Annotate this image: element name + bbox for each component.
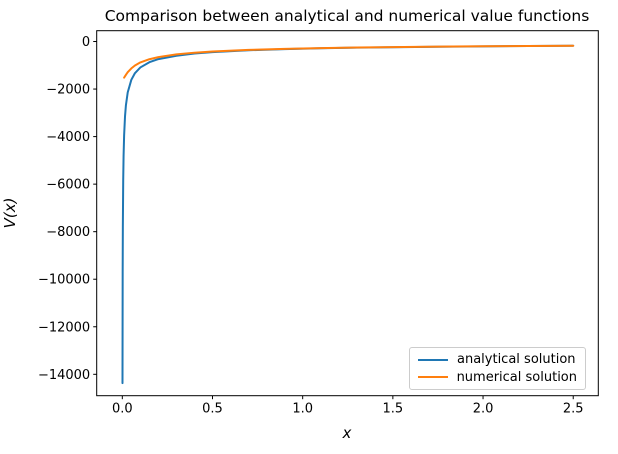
legend: analytical solution numerical solution	[409, 347, 586, 390]
x-tick-label: 2.0	[473, 402, 494, 417]
chart-title: Comparison between analytical and numeri…	[104, 7, 590, 25]
legend-entry-analytical: analytical solution	[418, 352, 577, 367]
y-tick-label: −12000	[38, 320, 90, 335]
numerical-line-sample	[418, 376, 448, 379]
numerical-line	[123, 44, 575, 79]
y-tick-label: −10000	[38, 273, 90, 288]
legend-entry-numerical: numerical solution	[418, 370, 577, 385]
y-tick-label: −4000	[46, 130, 90, 145]
y-tick-label: −8000	[46, 225, 90, 240]
plot-border	[96, 30, 599, 397]
x-tick-label: 0.0	[112, 402, 133, 417]
y-tick-label: −14000	[38, 368, 90, 383]
y-axis-label: V(x)	[1, 197, 19, 229]
y-tick-label: −6000	[46, 178, 90, 193]
y-axis-ticks: 0 −2000 −4000 −6000 −8000 −10000 −12000 −14000	[38, 35, 97, 383]
x-tick-label: 1.0	[292, 402, 313, 417]
x-axis-label: x	[342, 424, 352, 442]
analytical-line	[121, 44, 575, 385]
legend-label-analytical: analytical solution	[457, 352, 576, 368]
plot-lines	[121, 44, 575, 385]
analytical-line-sample	[418, 358, 448, 361]
y-tick-label: −2000	[46, 83, 90, 98]
x-axis-ticks: 0.0 0.5 1.0 1.5 2.0 2.5	[112, 395, 584, 417]
legend-label-numerical: numerical solution	[456, 369, 577, 385]
x-tick-label: 2.5	[563, 402, 584, 417]
y-tick-label: 0	[82, 35, 90, 50]
x-tick-label: 1.5	[383, 402, 404, 417]
x-tick-label: 0.5	[202, 402, 223, 417]
